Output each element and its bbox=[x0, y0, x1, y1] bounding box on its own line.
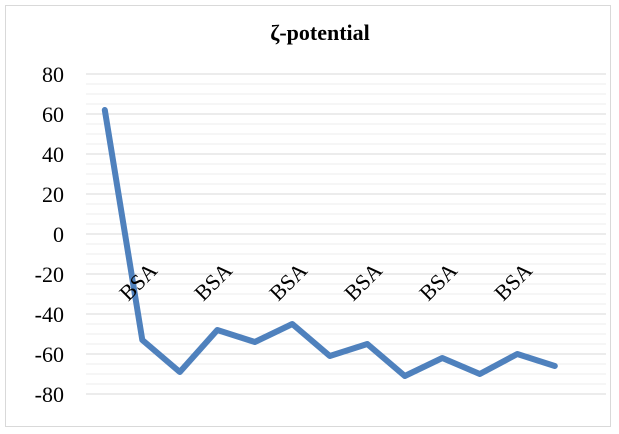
y-tick-label: -40 bbox=[35, 302, 64, 327]
grid-layer bbox=[86, 73, 606, 395]
category-label: BSA bbox=[189, 258, 237, 306]
y-tick-label: 0 bbox=[53, 222, 64, 247]
y-tick-label: -20 bbox=[35, 262, 64, 287]
y-tick-label: -80 bbox=[35, 382, 64, 407]
y-tick-label: 80 bbox=[42, 62, 64, 87]
y-tick-label: 20 bbox=[42, 182, 64, 207]
chart-frame bbox=[5, 5, 611, 427]
category-label: BSA bbox=[264, 258, 312, 306]
category-label: BSA bbox=[414, 258, 462, 306]
y-tick-label: -60 bbox=[35, 342, 64, 367]
y-tick-label: 60 bbox=[42, 102, 64, 127]
chart-title: ζ-potential bbox=[270, 20, 370, 45]
category-label: BSA bbox=[339, 258, 387, 306]
y-axis-tick-labels: 80 60 40 20 0 -20 -40 -60 -80 bbox=[35, 62, 64, 407]
category-labels: BSA BSA BSA BSA BSA BSA bbox=[114, 258, 537, 306]
y-tick-label: 40 bbox=[42, 142, 64, 167]
category-label: BSA bbox=[489, 258, 537, 306]
series-line bbox=[101, 107, 558, 379]
category-label: BSA bbox=[114, 258, 162, 306]
series-line-layer bbox=[101, 107, 558, 379]
